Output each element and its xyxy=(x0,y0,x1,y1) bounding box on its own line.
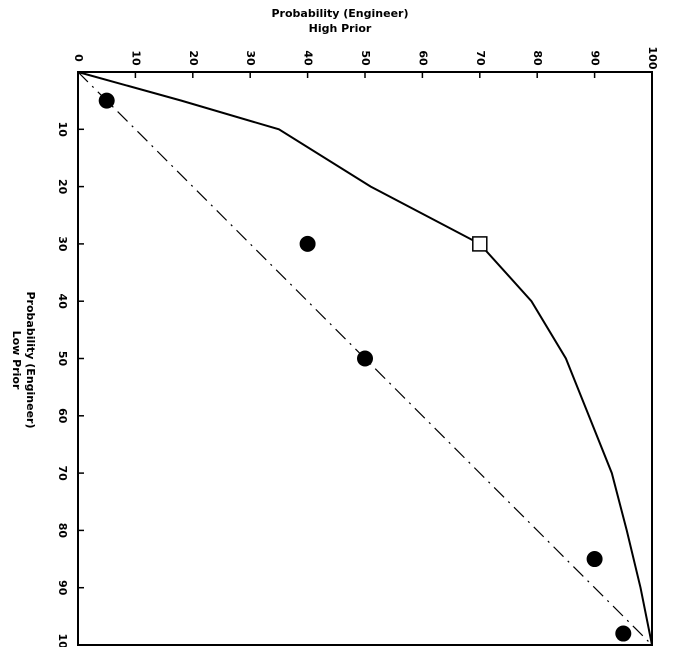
y-tick-label: 50 xyxy=(56,351,69,367)
x-tick-label: 90 xyxy=(589,50,602,66)
x-tick-label: 100 xyxy=(646,47,659,70)
x-tick-label: 70 xyxy=(474,50,487,66)
x-tick-label: 30 xyxy=(244,50,257,66)
y-tick-label: 60 xyxy=(56,408,69,424)
x-tick-label: 20 xyxy=(187,50,200,66)
x-tick-label: 0 xyxy=(72,54,85,62)
x-tick-label: 10 xyxy=(129,50,142,66)
point xyxy=(615,625,632,642)
x-tick-label: 80 xyxy=(531,50,544,66)
y-tick-label: 20 xyxy=(56,179,69,195)
square-marker xyxy=(472,236,488,252)
y-tick-label: 100 xyxy=(56,634,69,647)
x-tick-label: 60 xyxy=(416,50,429,66)
y-tick-label: 90 xyxy=(56,580,69,596)
y-tick-label: 40 xyxy=(56,294,69,310)
x-axis-label: High Prior xyxy=(309,22,372,35)
x-axis-label: Probability (Engineer) xyxy=(271,7,408,20)
y-tick-label: 30 xyxy=(56,236,69,252)
y-tick-label: 70 xyxy=(56,465,69,481)
curve xyxy=(77,71,653,646)
y-tick-label: 80 xyxy=(56,523,69,539)
y-tick-label: 10 xyxy=(56,122,69,138)
x-tick-label: 40 xyxy=(302,50,315,66)
point xyxy=(357,350,373,367)
y-axis-label: Low Prior xyxy=(10,331,23,390)
point xyxy=(586,551,603,568)
y-axis-label: Probability (Engineer) xyxy=(24,291,37,428)
point xyxy=(299,235,316,252)
x-tick-label: 50 xyxy=(359,50,372,66)
point xyxy=(98,92,115,109)
